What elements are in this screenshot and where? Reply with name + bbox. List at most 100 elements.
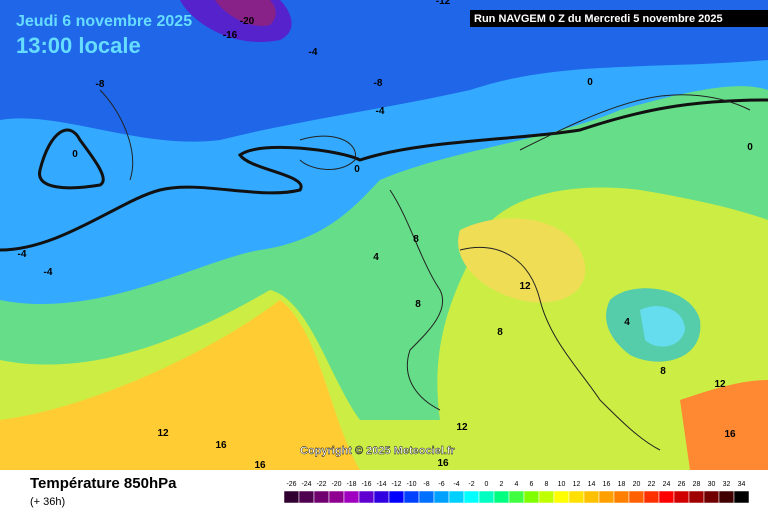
legend-swatch [358, 490, 375, 504]
legend-tick-label: 14 [588, 481, 596, 488]
legend-tick-label: 4 [515, 481, 519, 488]
legend-swatch [643, 490, 660, 504]
contour-label: 8 [497, 327, 503, 338]
legend-swatch [628, 490, 645, 504]
legend-tick-label: 18 [618, 481, 626, 488]
warm-core [458, 218, 586, 303]
contour-label: 0 [587, 77, 593, 88]
legend-swatch [688, 490, 705, 504]
zero-isotherm [0, 98, 768, 252]
legend-swatch [673, 490, 690, 504]
legend-tick-label: 20 [633, 481, 641, 488]
legend-swatch [463, 490, 480, 504]
legend-tick-label: 30 [708, 481, 716, 488]
legend-tick-label: 6 [530, 481, 534, 488]
legend-tick-label: -12 [391, 481, 401, 488]
cold-zone [0, 0, 768, 142]
legend-swatch [508, 490, 525, 504]
legend-swatch [598, 490, 615, 504]
legend-tick-label: -22 [316, 481, 326, 488]
forecast-lead: (+ 36h) [30, 496, 65, 508]
contour-label: 8 [660, 366, 666, 377]
contour-label: -4 [376, 106, 385, 117]
contour-label: -8 [374, 78, 383, 89]
legend-tick-label: -4 [453, 481, 459, 488]
legend-tick-label: 16 [603, 481, 611, 488]
legend-swatch [613, 490, 630, 504]
legend-tick-label: 8 [545, 481, 549, 488]
contour-label: 0 [747, 142, 753, 153]
contour-label: -16 [223, 30, 238, 41]
legend-tick-label: 28 [693, 481, 701, 488]
legend-swatch [733, 490, 750, 504]
contour-label: 12 [519, 281, 531, 292]
legend-swatch [433, 490, 450, 504]
coastlines [99, 89, 751, 451]
legend-tick-label: -26 [286, 481, 296, 488]
legend-swatch [553, 490, 570, 504]
copyright: Copyright © 2025 Meteociel.fr [300, 445, 456, 457]
legend-swatch [538, 490, 555, 504]
legend-swatch [658, 490, 675, 504]
legend-tick-label: -20 [331, 481, 341, 488]
contour-label: 12 [157, 428, 169, 439]
legend-swatch [568, 490, 585, 504]
legend-tick-label: -2 [468, 481, 474, 488]
contour-label: 12 [714, 379, 726, 390]
contour-label: -4 [18, 249, 27, 260]
legend-swatch [493, 490, 510, 504]
contour-label: 16 [437, 458, 449, 469]
hot-zone [0, 300, 360, 470]
contour-label: 16 [254, 460, 266, 471]
legend-swatch [718, 490, 735, 504]
contour-label: 8 [413, 234, 419, 245]
valid-date: Jeudi 6 novembre 2025 [16, 13, 192, 30]
legend-tick-label: 24 [663, 481, 671, 488]
legend-tick-label: 22 [648, 481, 656, 488]
hot-zone-east [680, 380, 768, 470]
arctic-core [215, 0, 276, 26]
contour-label: 16 [215, 440, 227, 451]
contour-label: -12 [436, 0, 451, 7]
legend-swatch [448, 490, 465, 504]
legend-tick-label: 32 [723, 481, 731, 488]
cold-pocket-core [640, 306, 685, 347]
legend-swatch [403, 490, 420, 504]
legend-tick-label: -18 [346, 481, 356, 488]
contour-label: 16 [724, 429, 736, 440]
legend-swatch [328, 490, 345, 504]
legend-swatch [418, 490, 435, 504]
legend-swatch [373, 490, 390, 504]
contour-label: 8 [415, 299, 421, 310]
legend-swatch [523, 490, 540, 504]
legend-swatch [298, 490, 315, 504]
legend-swatch [343, 490, 360, 504]
legend-title: Température 850hPa [30, 475, 177, 492]
legend-tick-label: 2 [500, 481, 504, 488]
legend-tick-label: -14 [376, 481, 386, 488]
legend-swatch [583, 490, 600, 504]
legend-tick-label: 0 [485, 481, 489, 488]
legend-swatch [703, 490, 720, 504]
contour-label: 0 [354, 164, 360, 175]
contour-label: 0 [72, 149, 78, 160]
valid-time: 13:00 locale [16, 33, 141, 58]
legend-tick-label: -16 [361, 481, 371, 488]
contour-label: -4 [44, 267, 53, 278]
run-banner [470, 10, 768, 27]
run-info: Run NAVGEM 0 Z du Mercredi 5 novembre 20… [474, 13, 723, 25]
legend-swatch [313, 490, 330, 504]
contour-label: -20 [240, 16, 255, 27]
legend-tick-label: 34 [738, 481, 746, 488]
legend-tick-label: -24 [301, 481, 311, 488]
legend-tick-label: 26 [678, 481, 686, 488]
legend-tick-label: -10 [406, 481, 416, 488]
legend-swatch [388, 490, 405, 504]
contour-label: -8 [96, 79, 105, 90]
legend-tick-label: -6 [438, 481, 444, 488]
legend-swatch [283, 490, 300, 504]
contour-label: 4 [373, 252, 379, 263]
legend-tick-label: -8 [423, 481, 429, 488]
